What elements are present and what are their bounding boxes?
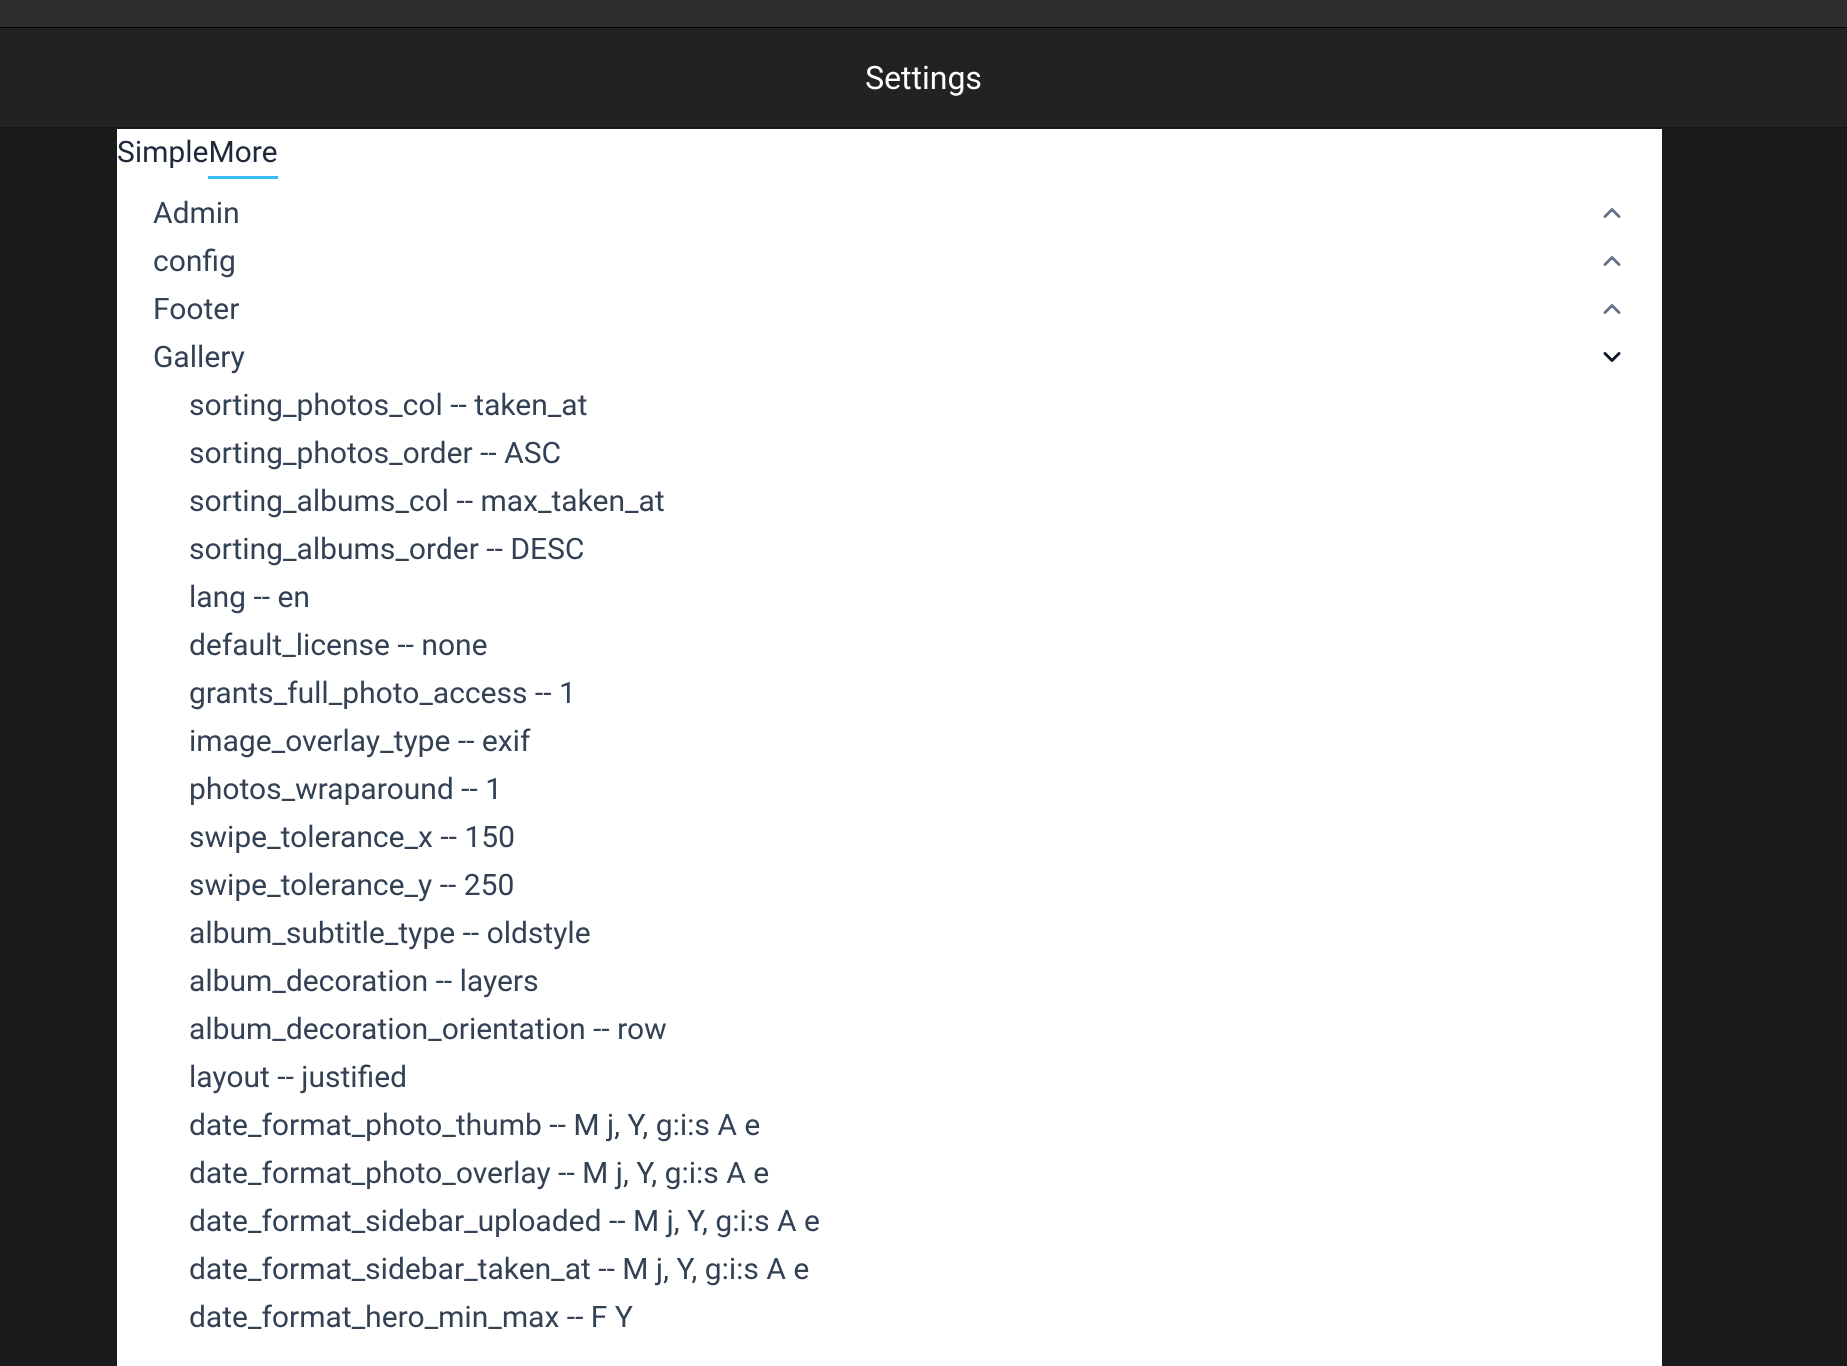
section-label: Gallery bbox=[153, 340, 245, 375]
setting-item[interactable]: sorting_photos_order -- ASC bbox=[189, 429, 1626, 477]
setting-item[interactable]: lang -- en bbox=[189, 573, 1626, 621]
chevron-up-icon bbox=[1598, 199, 1626, 227]
section-label: Admin bbox=[153, 196, 240, 231]
tab-simple[interactable]: Simple bbox=[117, 129, 208, 179]
setting-item[interactable]: date_format_sidebar_uploaded -- M j, Y, … bbox=[189, 1197, 1626, 1245]
setting-item[interactable]: album_decoration -- layers bbox=[189, 957, 1626, 1005]
setting-item[interactable]: sorting_photos_col -- taken_at bbox=[189, 381, 1626, 429]
setting-item[interactable]: image_overlay_type -- exif bbox=[189, 717, 1626, 765]
section-list: Admin config Footer Gallery sorting_phot… bbox=[117, 179, 1662, 1341]
gallery-items: sorting_photos_col -- taken_atsorting_ph… bbox=[153, 381, 1626, 1341]
section-footer[interactable]: Footer bbox=[153, 285, 1626, 333]
setting-item[interactable]: layout -- justified bbox=[189, 1053, 1626, 1101]
chevron-down-icon bbox=[1598, 343, 1626, 371]
setting-item[interactable]: date_format_sidebar_taken_at -- M j, Y, … bbox=[189, 1245, 1626, 1293]
setting-item[interactable]: grants_full_photo_access -- 1 bbox=[189, 669, 1626, 717]
section-gallery[interactable]: Gallery bbox=[153, 333, 1626, 381]
setting-item[interactable]: swipe_tolerance_x -- 150 bbox=[189, 813, 1626, 861]
setting-item[interactable]: album_decoration_orientation -- row bbox=[189, 1005, 1626, 1053]
setting-item[interactable]: sorting_albums_order -- DESC bbox=[189, 525, 1626, 573]
setting-item[interactable]: date_format_photo_thumb -- M j, Y, g:i:s… bbox=[189, 1101, 1626, 1149]
section-config[interactable]: config bbox=[153, 237, 1626, 285]
setting-item[interactable]: swipe_tolerance_y -- 250 bbox=[189, 861, 1626, 909]
setting-item[interactable]: sorting_albums_col -- max_taken_at bbox=[189, 477, 1626, 525]
setting-item[interactable]: date_format_photo_overlay -- M j, Y, g:i… bbox=[189, 1149, 1626, 1197]
page-title: Settings bbox=[865, 59, 982, 97]
chevron-up-icon bbox=[1598, 247, 1626, 275]
section-admin[interactable]: Admin bbox=[153, 189, 1626, 237]
tab-more[interactable]: More bbox=[208, 129, 277, 179]
window-top-strip bbox=[0, 0, 1847, 28]
tab-bar: Simple More bbox=[117, 129, 1662, 179]
section-label: config bbox=[153, 244, 236, 279]
settings-panel: Simple More Admin config Footer Gallery bbox=[117, 129, 1662, 1366]
setting-item[interactable]: date_format_hero_min_max -- F Y bbox=[189, 1293, 1626, 1341]
page-header: Settings bbox=[0, 28, 1847, 128]
chevron-up-icon bbox=[1598, 295, 1626, 323]
setting-item[interactable]: photos_wraparound -- 1 bbox=[189, 765, 1626, 813]
section-label: Footer bbox=[153, 292, 239, 327]
setting-item[interactable]: default_license -- none bbox=[189, 621, 1626, 669]
setting-item[interactable]: album_subtitle_type -- oldstyle bbox=[189, 909, 1626, 957]
